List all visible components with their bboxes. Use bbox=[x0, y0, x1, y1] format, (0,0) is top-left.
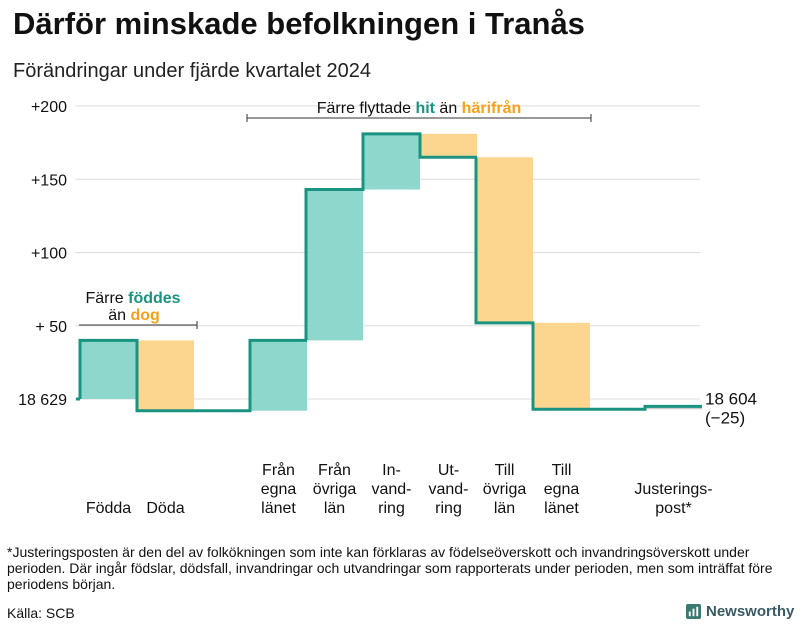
annotation-migration: Färre flyttade hit än härifrån bbox=[317, 99, 522, 117]
x-category-label: Döda bbox=[146, 500, 184, 517]
end-value-label: 18 604 bbox=[705, 389, 757, 408]
annotation-text-part: än bbox=[108, 307, 130, 324]
chart-subtitle: Förändringar under fjärde kvartalet 2024 bbox=[13, 60, 371, 82]
x-category-label: vand- bbox=[371, 481, 411, 498]
brand-logo: Newsworthy bbox=[686, 603, 794, 620]
x-category-label: Ut- bbox=[438, 462, 459, 479]
source-label: Källa: SCB bbox=[7, 605, 75, 621]
bar bbox=[80, 340, 137, 399]
bar bbox=[476, 157, 533, 323]
bar bbox=[250, 340, 307, 411]
x-category-label: In- bbox=[382, 462, 401, 479]
y-tick-label: +100 bbox=[31, 246, 67, 263]
annotation-text-part: än bbox=[435, 100, 462, 117]
x-category-label: länet bbox=[261, 500, 296, 517]
annotation-births-deaths: Färre föddes bbox=[85, 290, 180, 307]
annotation-text-part: föddes bbox=[128, 290, 181, 307]
annotation-births-deaths: än dog bbox=[108, 307, 160, 324]
x-category-label: län bbox=[324, 500, 345, 517]
bar bbox=[306, 189, 363, 341]
x-category-label: övriga bbox=[313, 481, 357, 498]
x-category-label: egna bbox=[544, 481, 580, 498]
x-category-label: Till bbox=[495, 462, 515, 479]
annotation-text-part: härifrån bbox=[462, 99, 522, 117]
annotation-text-part: hit bbox=[415, 100, 435, 117]
chart-title: Därför minskade befolkningen i Tranås bbox=[13, 6, 585, 41]
x-category-label: Justerings- bbox=[634, 481, 712, 498]
bar bbox=[420, 133, 477, 158]
bar bbox=[533, 322, 590, 410]
x-category-label: vand- bbox=[428, 481, 468, 498]
annotation-text-part: dog bbox=[130, 307, 159, 324]
x-category-label: övriga bbox=[483, 481, 527, 498]
running-total-line bbox=[78, 132, 702, 413]
waterfall-chart: +200 +150 +100 + 50 18 629 18 604(−25) Födda Dö… bbox=[18, 99, 757, 517]
x-category-label: län bbox=[494, 500, 515, 517]
x-category-label: Födda bbox=[86, 500, 131, 517]
y-tick-label: 18 629 bbox=[18, 392, 67, 409]
x-category-label: Från bbox=[262, 461, 295, 479]
brand-name: Newsworthy bbox=[706, 603, 795, 620]
y-tick-label: + 50 bbox=[35, 319, 67, 336]
y-tick-label: +150 bbox=[31, 172, 67, 189]
annotation-text-part: Färre flyttade bbox=[317, 100, 416, 117]
y-tick-label: +200 bbox=[31, 99, 67, 116]
x-category-label: länet bbox=[544, 500, 579, 517]
annotation-text-part: Färre bbox=[85, 290, 128, 307]
newsworthy-icon bbox=[686, 604, 701, 619]
bar bbox=[363, 133, 420, 190]
change-label: (−25) bbox=[705, 408, 745, 427]
x-category-label: ring bbox=[435, 500, 462, 517]
x-category-label: Från bbox=[318, 461, 351, 479]
x-category-label: post* bbox=[655, 500, 691, 517]
footnote: *Justeringsposten är den del av folkökni… bbox=[7, 544, 773, 592]
x-category-label: Till bbox=[552, 462, 572, 479]
x-category-label: egna bbox=[261, 481, 297, 498]
x-category-label: ring bbox=[378, 500, 405, 517]
bar bbox=[137, 340, 194, 411]
